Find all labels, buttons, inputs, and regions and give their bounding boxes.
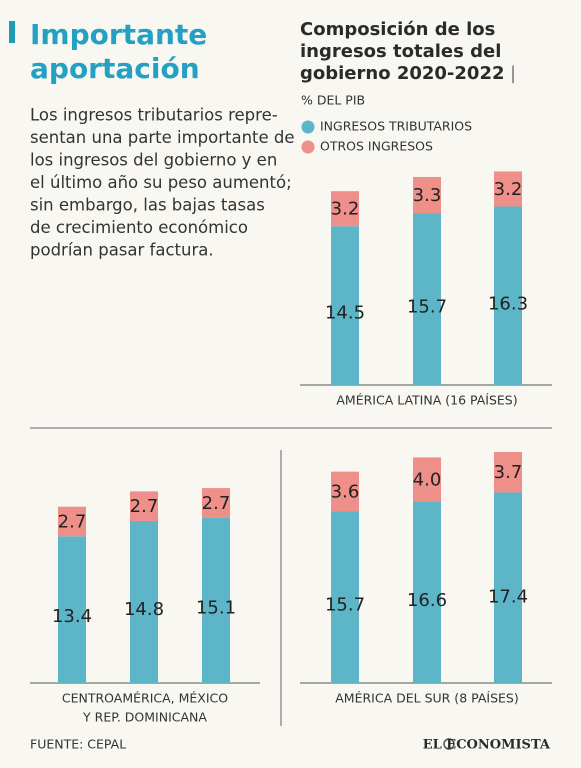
bar-segment [331, 511, 359, 683]
bar-segment [413, 176, 441, 214]
paragraph-line: podrían pasar factura. [30, 241, 214, 260]
group-label: AMÉRICA DEL SUR (8 PAÍSES) [335, 691, 518, 706]
value-label: 16.6 [407, 590, 447, 611]
paragraph-line: de crecimiento económico [30, 218, 248, 237]
value-label: 2.7 [130, 496, 159, 517]
value-label: 13.4 [52, 606, 92, 627]
paragraph-line: el último año su peso aumentó; [30, 173, 292, 192]
bar-segment [331, 191, 359, 227]
value-label: 4.0 [413, 469, 442, 490]
bar-segment [494, 171, 522, 207]
brand: EL ECONOMISTA [423, 738, 551, 753]
bar-segment [413, 213, 441, 385]
group-label: Y REP. DOMINICANA [82, 710, 207, 725]
chart-title: ingresos totales del [300, 41, 501, 62]
bar-segment [494, 492, 522, 683]
bar-segment [413, 501, 441, 683]
group-label: AMÉRICA LATINA (16 PAÍSES) [336, 393, 517, 408]
legend-label: INGRESOS TRIBUTARIOS [320, 119, 472, 134]
bar-segment [202, 488, 230, 518]
bar-segment [331, 471, 359, 512]
value-label: 16.3 [488, 294, 528, 315]
value-label: 3.6 [331, 481, 360, 502]
bar-segment [130, 491, 158, 521]
legend-swatch [301, 140, 315, 154]
bar-segment [58, 536, 86, 683]
value-label: 14.8 [124, 599, 164, 620]
bar-segment [494, 206, 522, 385]
paragraph-line: los ingresos del gobierno y en [30, 151, 277, 170]
brand-logo [443, 738, 455, 750]
paragraph-line: Los ingresos tributarios repre- [30, 106, 278, 125]
chart-title: gobierno 2020-2022 [300, 63, 505, 84]
value-label: 15.1 [196, 598, 236, 619]
value-label: 3.3 [413, 185, 442, 206]
paragraph-line: sentan una parte importante de [30, 128, 295, 147]
headline: aportación [30, 52, 200, 85]
legend-label: OTROS INGRESOS [320, 139, 433, 154]
value-label: 2.7 [58, 511, 87, 532]
bar-segment [58, 506, 86, 537]
legend-swatch [301, 120, 315, 134]
value-label: 3.2 [331, 199, 360, 220]
bar-segment [413, 457, 441, 502]
value-label: 15.7 [325, 595, 365, 616]
source: FUENTE: CEPAL [30, 737, 126, 752]
title-separator: | [510, 63, 516, 84]
value-label: 14.5 [325, 303, 365, 324]
title-accent [9, 21, 15, 43]
paragraph-line: sin embargo, las bajas tasas [30, 196, 265, 215]
value-label: 2.7 [202, 493, 231, 514]
group-label: CENTROAMÉRICA, MÉXICO [62, 691, 228, 706]
bar-segment [202, 517, 230, 683]
chart-title: Composición de los [300, 19, 495, 40]
value-label: 3.7 [494, 462, 523, 483]
bar-segment [494, 451, 522, 493]
value-label: 15.7 [407, 297, 447, 318]
subtitle: % DEL PIB [301, 93, 365, 108]
bar-segment [331, 226, 359, 385]
bar-segment [130, 520, 158, 683]
value-label: 17.4 [488, 586, 528, 607]
headline: Importante [30, 18, 207, 51]
value-label: 3.2 [494, 179, 523, 200]
